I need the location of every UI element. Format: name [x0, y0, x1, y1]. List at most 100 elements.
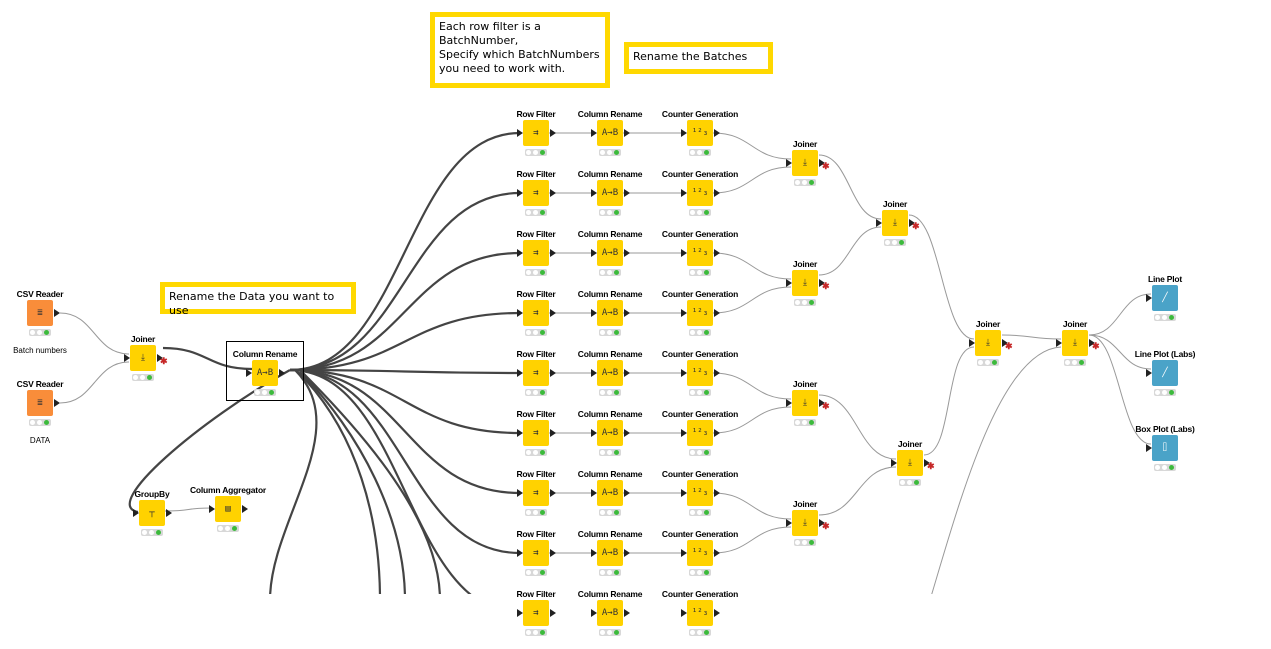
output-port[interactable]	[550, 249, 556, 257]
row-filter-7-node[interactable]: Row Filter ⇉	[481, 469, 591, 529]
input-port[interactable]	[124, 354, 130, 362]
input-port[interactable]	[517, 309, 523, 317]
column-rename-icon[interactable]: A→B	[597, 360, 623, 386]
output-port[interactable]	[714, 429, 720, 437]
input-port[interactable]	[681, 489, 687, 497]
output-port[interactable]	[624, 609, 630, 617]
input-port[interactable]	[969, 339, 975, 347]
input-port[interactable]	[876, 219, 882, 227]
output-port[interactable]	[242, 505, 248, 513]
output-port[interactable]	[550, 549, 556, 557]
column-rename-icon[interactable]: A→B	[597, 540, 623, 566]
output-port[interactable]	[819, 279, 825, 287]
joiner-7-node[interactable]: Joiner ⤓ ✱	[933, 319, 1043, 379]
output-port[interactable]	[54, 399, 60, 407]
output-port[interactable]	[157, 354, 163, 362]
connection-csv2-joiner[interactable]	[59, 361, 130, 404]
line-plot-labs-node[interactable]: Line Plot (Labs) ╱	[1110, 349, 1220, 409]
output-port[interactable]	[624, 549, 630, 557]
connection-offscreen-1[interactable]	[269, 369, 318, 594]
output-port[interactable]	[714, 369, 720, 377]
counter-generation-7-node[interactable]: Counter Generation ¹²₃	[645, 469, 755, 529]
output-port[interactable]	[714, 129, 720, 137]
workflow-canvas[interactable]	[0, 0, 1271, 594]
output-port[interactable]	[624, 489, 630, 497]
connection-counter-joiner-5[interactable]	[712, 372, 792, 400]
input-port[interactable]	[1146, 369, 1152, 377]
row-filter-icon[interactable]: ⇉	[523, 360, 549, 386]
output-port[interactable]	[1089, 339, 1095, 347]
row-filter-icon[interactable]: ⇉	[523, 420, 549, 446]
counter-icon[interactable]: ¹²₃	[687, 180, 713, 206]
input-port[interactable]	[786, 399, 792, 407]
counter-icon[interactable]: ¹²₃	[687, 420, 713, 446]
box-plot-icon[interactable]: ⌷	[1152, 435, 1178, 461]
connection-rename-rowfilter-8[interactable]	[289, 368, 521, 555]
output-port[interactable]	[279, 369, 285, 377]
joiner-icon[interactable]: ⤓	[975, 330, 1001, 356]
joiner-5-node[interactable]: Joiner ⤓ ✱	[840, 199, 950, 259]
box-plot-labs-node[interactable]: Box Plot (Labs) ⌷	[1110, 424, 1220, 484]
counter-icon[interactable]: ¹²₃	[687, 540, 713, 566]
counter-icon[interactable]: ¹²₃	[687, 300, 713, 326]
connection[interactable]	[908, 214, 975, 340]
input-port[interactable]	[1056, 339, 1062, 347]
column-rename-icon[interactable]: A→B	[597, 600, 623, 626]
output-port[interactable]	[819, 399, 825, 407]
input-port[interactable]	[209, 505, 215, 513]
joiner-6-node[interactable]: Joiner ⤓ ✱	[855, 439, 965, 499]
line-plot-node[interactable]: Line Plot ╱	[1110, 274, 1220, 334]
column-rename-icon[interactable]: A→B	[252, 360, 278, 386]
input-port[interactable]	[681, 549, 687, 557]
output-port[interactable]	[550, 489, 556, 497]
input-port[interactable]	[786, 519, 792, 527]
output-port[interactable]	[550, 129, 556, 137]
column-rename-icon[interactable]: A→B	[597, 480, 623, 506]
input-port[interactable]	[1146, 444, 1152, 452]
connection-counter-joiner-7[interactable]	[712, 492, 792, 520]
connection-counter-joiner-4[interactable]	[712, 286, 792, 314]
input-port[interactable]	[681, 369, 687, 377]
connection-rename-rowfilter-5[interactable]	[289, 368, 521, 375]
groupby-node[interactable]: GroupBy ┬	[97, 489, 207, 549]
input-port[interactable]	[591, 489, 597, 497]
line-plot-icon[interactable]: ╱	[1152, 360, 1178, 386]
input-port[interactable]	[517, 549, 523, 557]
output-port[interactable]	[714, 549, 720, 557]
row-filter-icon[interactable]: ⇉	[523, 120, 549, 146]
output-port[interactable]	[624, 129, 630, 137]
connection-line-plot-labs[interactable]	[1088, 334, 1152, 370]
connection[interactable]	[818, 394, 897, 460]
output-port[interactable]	[819, 159, 825, 167]
annotation-batch-filter[interactable]: Each row filter is a BatchNumber, Specif…	[430, 12, 610, 88]
output-port[interactable]	[924, 459, 930, 467]
counter-icon[interactable]: ¹²₃	[687, 360, 713, 386]
joiner-icon[interactable]: ⤓	[1062, 330, 1088, 356]
output-port[interactable]	[714, 189, 720, 197]
input-port[interactable]	[517, 429, 523, 437]
line-plot-icon[interactable]: ╱	[1152, 285, 1178, 311]
column-rename-2-node[interactable]: Column Rename A→B	[555, 169, 665, 229]
joiner-1-node[interactable]: Joiner ⤓ ✱	[750, 139, 860, 199]
connection-counter-joiner-6[interactable]	[712, 406, 792, 434]
row-filter-icon[interactable]: ⇉	[523, 240, 549, 266]
input-port[interactable]	[517, 369, 523, 377]
counter-icon[interactable]: ¹²₃	[687, 480, 713, 506]
input-port[interactable]	[133, 509, 139, 517]
input-port[interactable]	[786, 159, 792, 167]
counter-generation-2-node[interactable]: Counter Generation ¹²₃	[645, 169, 755, 229]
output-port[interactable]	[550, 309, 556, 317]
connection-counter-joiner-1[interactable]	[712, 132, 792, 160]
column-rename-1-node[interactable]: Column Rename A→B	[555, 109, 665, 169]
input-port[interactable]	[591, 429, 597, 437]
connection[interactable]	[1001, 334, 1062, 340]
joiner-8-node[interactable]: Joiner ⤓ ✱	[1020, 319, 1130, 379]
output-port[interactable]	[550, 429, 556, 437]
output-port[interactable]	[714, 609, 720, 617]
row-filter-icon[interactable]: ⇉	[523, 180, 549, 206]
input-port[interactable]	[1146, 294, 1152, 302]
output-port[interactable]	[1002, 339, 1008, 347]
counter-generation-6-node[interactable]: Counter Generation ¹²₃	[645, 409, 755, 469]
connection-line-plot[interactable]	[1088, 293, 1152, 336]
input-port[interactable]	[681, 129, 687, 137]
